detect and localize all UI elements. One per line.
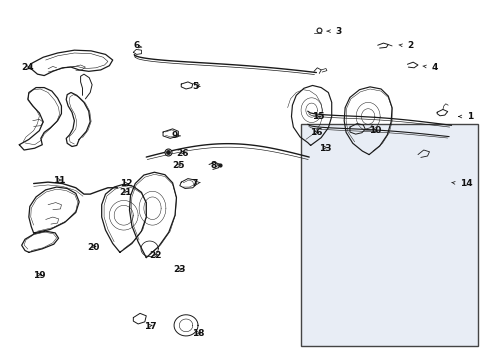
Text: 12: 12: [120, 179, 132, 188]
Text: 22: 22: [149, 251, 162, 260]
Text: 20: 20: [87, 243, 100, 252]
Text: 18: 18: [191, 329, 204, 338]
Text: 6: 6: [133, 41, 139, 50]
Text: 19: 19: [33, 271, 45, 280]
Text: 3: 3: [335, 27, 341, 36]
Text: 14: 14: [459, 179, 472, 188]
Text: 26: 26: [176, 149, 188, 158]
Text: 7: 7: [191, 179, 198, 188]
Text: 8: 8: [210, 161, 217, 170]
Text: 25: 25: [172, 161, 185, 170]
Text: 24: 24: [21, 63, 34, 72]
Text: 16: 16: [309, 128, 322, 137]
Text: 5: 5: [191, 82, 198, 91]
Text: 15: 15: [311, 112, 324, 121]
Text: 9: 9: [171, 131, 178, 140]
Text: 17: 17: [143, 322, 156, 331]
Text: 10: 10: [368, 126, 381, 135]
Text: 1: 1: [467, 112, 472, 121]
Text: 13: 13: [318, 144, 330, 153]
Bar: [301, 123, 477, 346]
Text: 21: 21: [119, 188, 131, 197]
Text: 11: 11: [53, 176, 65, 185]
Text: 4: 4: [430, 63, 437, 72]
Text: 23: 23: [173, 265, 186, 274]
Text: 2: 2: [407, 41, 413, 50]
